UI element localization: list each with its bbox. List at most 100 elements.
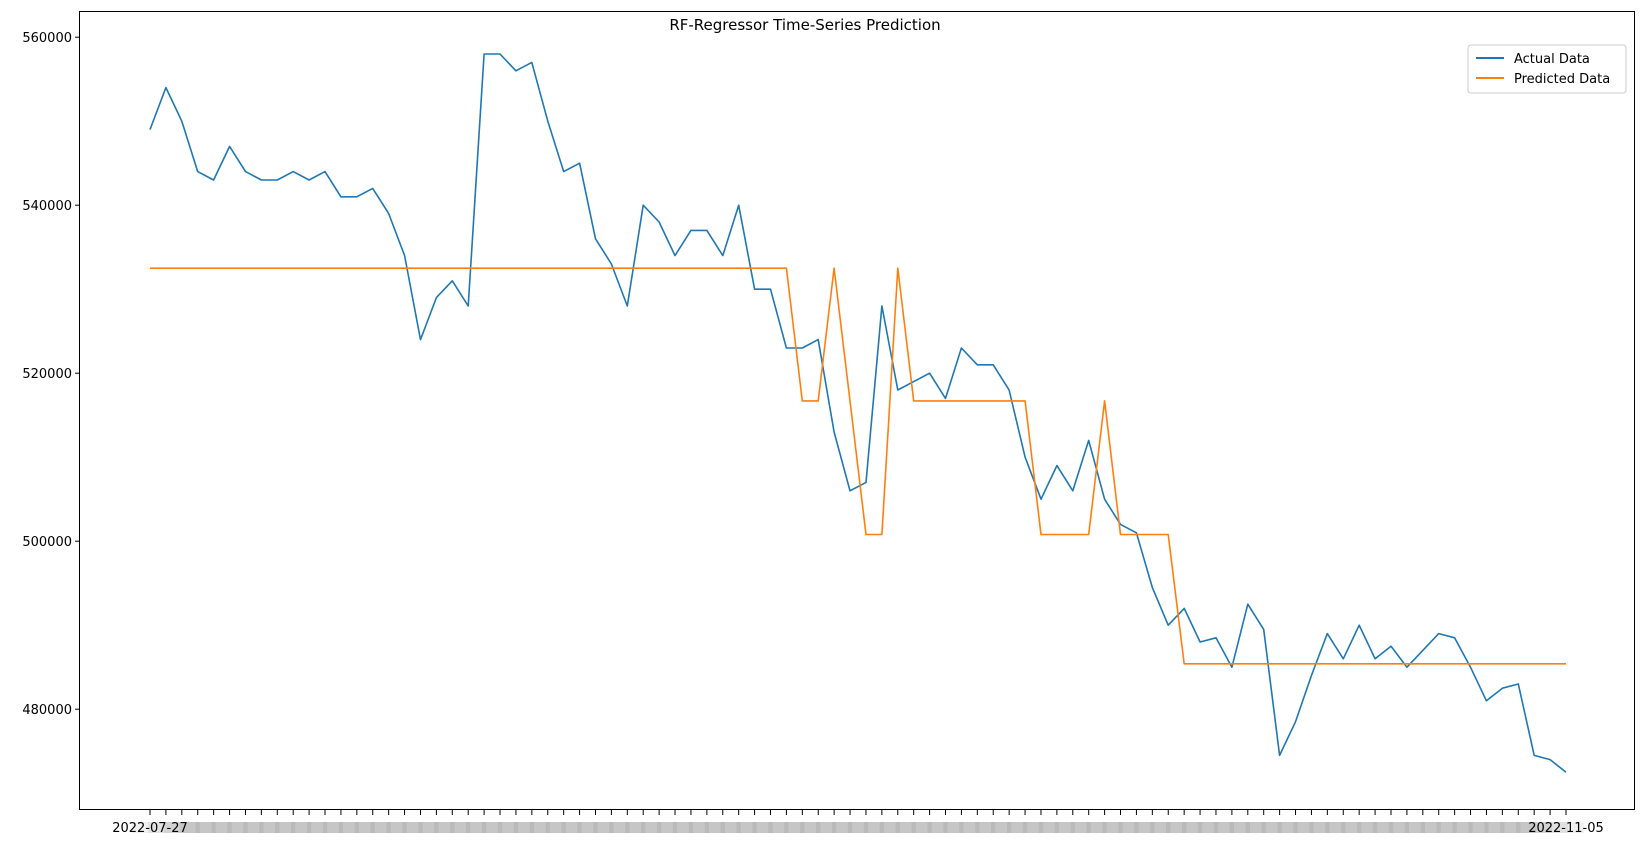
x-tick-label-overlap <box>688 822 757 833</box>
y-tick-label: 520000 <box>22 367 72 382</box>
x-tick-label-overlap <box>1229 822 1298 833</box>
x-tick-label-overlap <box>513 822 582 833</box>
x-tick-label-overlap <box>147 822 216 833</box>
x-tick-label-overlap <box>1261 822 1330 833</box>
x-tick-label-overlap <box>529 822 598 833</box>
x-tick-label-overlap <box>1086 822 1155 833</box>
x-tick-label-overlap <box>243 822 312 833</box>
x-tick-label-overlap <box>736 822 805 833</box>
x-tick-label-overlap <box>275 822 344 833</box>
x-tick-label-overlap <box>879 822 948 833</box>
x-tick-label-overlap <box>1150 822 1219 833</box>
legend-box <box>1467 44 1627 94</box>
x-tick-label-overlap <box>720 822 789 833</box>
x-tick-label-overlap <box>895 822 964 833</box>
x-tick-label-overlap <box>1309 822 1378 833</box>
x-tick-label-overlap <box>1038 822 1107 833</box>
y-tick-label: 540000 <box>22 199 72 214</box>
x-tick-label-overlap <box>577 822 646 833</box>
x-tick-label-overlap <box>1213 822 1282 833</box>
x-tick-label-overlap <box>911 822 980 833</box>
x-tick-label-overlap <box>1404 822 1473 833</box>
x-tick-label-overlap <box>338 822 407 833</box>
x-tick-label-overlap <box>1181 822 1250 833</box>
x-tick-label-overlap <box>1516 822 1585 833</box>
x-tick-label-overlap <box>927 822 996 833</box>
x-tick-label-overlap <box>1452 822 1521 833</box>
x-tick-label-first: 2022-07-27 <box>112 821 188 836</box>
x-tick-label-overlap <box>816 822 885 833</box>
x-tick-label-overlap <box>163 822 232 833</box>
x-tick-label-overlap <box>1500 822 1569 833</box>
x-tick-label-overlap <box>306 822 375 833</box>
x-axis: 2022-07-27 2022-11-05 <box>112 810 1604 836</box>
x-tick-label-overlap <box>1134 822 1203 833</box>
x-tick-label-overlap <box>1118 822 1187 833</box>
x-tick-label-overlap <box>211 822 280 833</box>
x-tick-label-overlap <box>752 822 821 833</box>
x-tick-label-overlap <box>1356 822 1425 833</box>
x-tick-label-overlap <box>768 822 837 833</box>
x-tick-label-overlap <box>354 822 423 833</box>
x-tick-label-overlap <box>1070 822 1139 833</box>
x-tick-label-overlap <box>1293 822 1362 833</box>
x-tick-label-overlap <box>641 822 710 833</box>
x-tick-label-overlap <box>497 822 566 833</box>
y-tick-label: 480000 <box>22 703 72 718</box>
x-tick-label-overlap <box>481 822 550 833</box>
x-tick-label-overlap <box>863 822 932 833</box>
x-tick-label-overlap <box>959 822 1028 833</box>
x-tick-label-overlap <box>545 822 614 833</box>
x-tick-label-overlap <box>1420 822 1489 833</box>
x-tick-label-overlap <box>831 822 900 833</box>
legend: Actual Data Predicted Data <box>1467 44 1627 94</box>
x-tick-label-last: 2022-11-05 <box>1528 821 1604 836</box>
x-tick-label-overlap <box>593 822 662 833</box>
x-tick-label-overlap <box>704 822 773 833</box>
x-tick-label-overlap <box>800 822 869 833</box>
x-tick-label-overlap <box>131 822 200 833</box>
series-line-actual <box>149 53 1567 773</box>
x-tick-label-overlap <box>1022 822 1091 833</box>
x-tick-label-overlap <box>561 822 630 833</box>
x-tick-label-overlap <box>847 822 916 833</box>
x-tick-label-overlap <box>450 822 519 833</box>
series-line-predicted <box>150 267 1566 665</box>
x-tick-label-overlap <box>1245 822 1314 833</box>
x-tick-label-overlap <box>1468 822 1537 833</box>
x-tick-label-overlap <box>943 822 1012 833</box>
x-tick-label-overlap <box>1372 822 1441 833</box>
x-tick-label-overlap <box>195 822 264 833</box>
x-tick-label-overlap <box>386 822 455 833</box>
x-tick-label-overlap <box>1277 822 1346 833</box>
x-tick-label-overlap <box>975 822 1044 833</box>
x-tick-label-overlap <box>370 822 439 833</box>
legend-label-predicted: Predicted Data <box>1514 72 1610 87</box>
series-layer <box>149 53 1567 773</box>
x-tick-label-overlap <box>402 822 471 833</box>
x-tick-label-overlap <box>291 822 360 833</box>
x-tick-label-overlap <box>609 822 678 833</box>
x-tick-label-overlap <box>1006 822 1075 833</box>
x-tick-label-overlap <box>1436 822 1505 833</box>
x-tick-label-overlap <box>1341 822 1410 833</box>
x-tick-label-overlap <box>656 822 725 833</box>
y-axis: 480000 500000 520000 540000 560000 <box>22 31 80 718</box>
x-tick-label-overlap <box>625 822 694 833</box>
x-tick-label-overlap <box>1102 822 1171 833</box>
x-tick-label-overlap <box>1325 822 1394 833</box>
chart-title: RF-Regressor Time-Series Prediction <box>669 16 940 34</box>
x-tick-label-overlap <box>434 822 503 833</box>
x-tick-label-overlap <box>672 822 741 833</box>
x-tick-label-overlap <box>991 822 1060 833</box>
y-tick-label: 560000 <box>22 31 72 46</box>
x-tick-label-overlap <box>418 822 487 833</box>
x-tick-label-overlap <box>179 822 248 833</box>
x-tick-label-overlap <box>1054 822 1123 833</box>
x-tick-label-overlap <box>322 822 391 833</box>
x-tick-label-overlap <box>1166 822 1235 833</box>
x-tick-label-overlap <box>1484 822 1553 833</box>
x-tick-label-overlap <box>784 822 853 833</box>
x-tick-label-overlap <box>1197 822 1266 833</box>
